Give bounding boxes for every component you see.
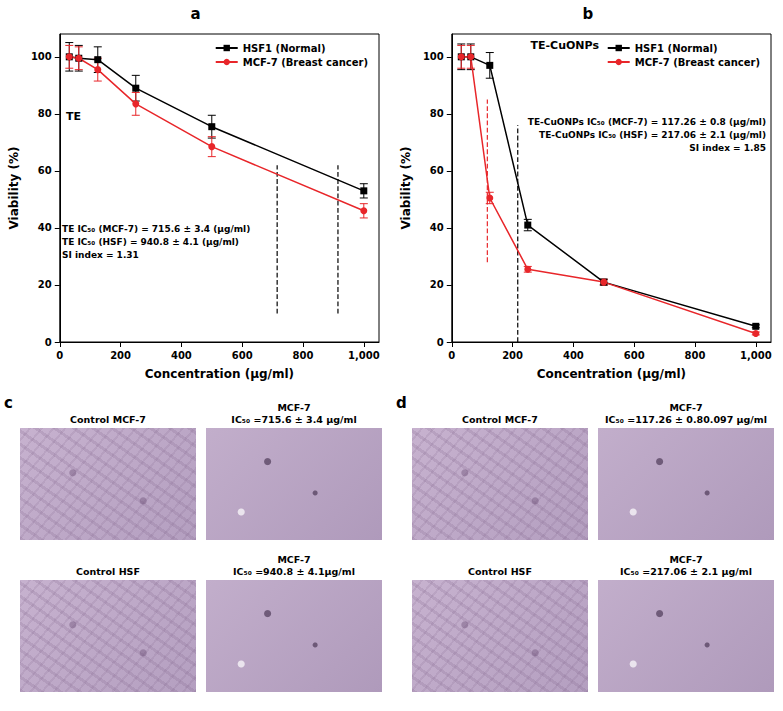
svg-text:HSF1 (Normal): HSF1 (Normal) xyxy=(635,43,718,54)
svg-text:TE IC₅₀ (MCF-7) = 715.6 ± 3.4: TE IC₅₀ (MCF-7) = 715.6 ± 3.4 (µg/ml) xyxy=(62,224,250,234)
svg-text:0: 0 xyxy=(437,337,444,348)
html-text:IC₅₀ =940.8 ± 4.1µg/ml: IC₅₀ =940.8 ± 4.1µg/ml xyxy=(233,566,355,577)
svg-text:800: 800 xyxy=(293,350,314,361)
svg-text:TE-CuONPs IC₅₀ (MCF-7) = 117.2: TE-CuONPs IC₅₀ (MCF-7) = 117.26 ± 0.8 (µ… xyxy=(528,117,766,127)
svg-text:1,000: 1,000 xyxy=(740,350,772,361)
svg-text:400: 400 xyxy=(563,350,584,361)
svg-text:Viability (%): Viability (%) xyxy=(399,147,413,230)
svg-text:Viability (%): Viability (%) xyxy=(7,147,21,230)
svg-text:100: 100 xyxy=(423,51,444,62)
svg-text:60: 60 xyxy=(430,165,444,176)
svg-text:40: 40 xyxy=(430,222,444,233)
html-text:MCF-7: MCF-7 xyxy=(669,402,703,413)
html-text:d: d xyxy=(396,394,407,412)
svg-text:HSF1 (Normal): HSF1 (Normal) xyxy=(243,43,326,54)
svg-text:TE-CuONPs IC₅₀ (HSF) = 217.06: TE-CuONPs IC₅₀ (HSF) = 217.06 ± 2.1 (µg/… xyxy=(539,130,766,140)
svg-text:600: 600 xyxy=(232,350,253,361)
html-text:IC₅₀ =217.06 ± 2.1 µg/ml: IC₅₀ =217.06 ± 2.1 µg/ml xyxy=(620,566,752,577)
svg-text:20: 20 xyxy=(430,279,444,290)
svg-text:SI index = 1.85: SI index = 1.85 xyxy=(689,143,766,153)
svg-text:400: 400 xyxy=(171,350,192,361)
html-text:Control HSF: Control HSF xyxy=(468,566,532,577)
svg-text:0: 0 xyxy=(45,337,52,348)
svg-text:0: 0 xyxy=(448,350,455,361)
html-text:MCF-7: MCF-7 xyxy=(277,554,311,565)
html-text:IC₅₀ =117.26 ± 0.80.097 µg/ml: IC₅₀ =117.26 ± 0.80.097 µg/ml xyxy=(605,414,767,425)
html-text:IC₅₀ =715.6 ± 3.4 µg/ml: IC₅₀ =715.6 ± 3.4 µg/ml xyxy=(231,414,357,425)
svg-text:20: 20 xyxy=(38,279,52,290)
svg-text:TE IC₅₀ (HSF) = 940.8 ± 4.1 (µ: TE IC₅₀ (HSF) = 940.8 ± 4.1 (µg/ml) xyxy=(62,237,239,247)
svg-text:800: 800 xyxy=(685,350,706,361)
svg-text:0: 0 xyxy=(56,350,63,361)
svg-text:1,000: 1,000 xyxy=(348,350,380,361)
html-text:Control MCF-7: Control MCF-7 xyxy=(70,414,146,425)
svg-text:MCF-7 (Breast cancer): MCF-7 (Breast cancer) xyxy=(635,57,760,68)
svg-text:MCF-7 (Breast cancer): MCF-7 (Breast cancer) xyxy=(243,57,368,68)
svg-text:100: 100 xyxy=(31,51,52,62)
svg-text:600: 600 xyxy=(624,350,645,361)
svg-text:80: 80 xyxy=(430,108,444,119)
svg-text:SI index = 1.31: SI index = 1.31 xyxy=(62,250,139,260)
html-text:MCF-7: MCF-7 xyxy=(669,554,703,565)
svg-text:80: 80 xyxy=(38,108,52,119)
svg-text:a: a xyxy=(191,5,201,23)
svg-text:40: 40 xyxy=(38,222,52,233)
html-text:c: c xyxy=(4,394,13,412)
html-text:Control MCF-7: Control MCF-7 xyxy=(462,414,538,425)
svg-text:200: 200 xyxy=(502,350,523,361)
svg-text:60: 60 xyxy=(38,165,52,176)
svg-text:Concentration (µg/ml): Concentration (µg/ml) xyxy=(145,367,294,381)
svg-text:TE: TE xyxy=(66,110,81,123)
html-text:MCF-7: MCF-7 xyxy=(277,402,311,413)
svg-text:200: 200 xyxy=(110,350,131,361)
html-text:Control HSF: Control HSF xyxy=(76,566,140,577)
svg-text:b: b xyxy=(583,5,594,23)
svg-text:TE-CuONPs: TE-CuONPs xyxy=(531,39,600,52)
svg-text:Concentration (µg/ml): Concentration (µg/ml) xyxy=(537,367,686,381)
